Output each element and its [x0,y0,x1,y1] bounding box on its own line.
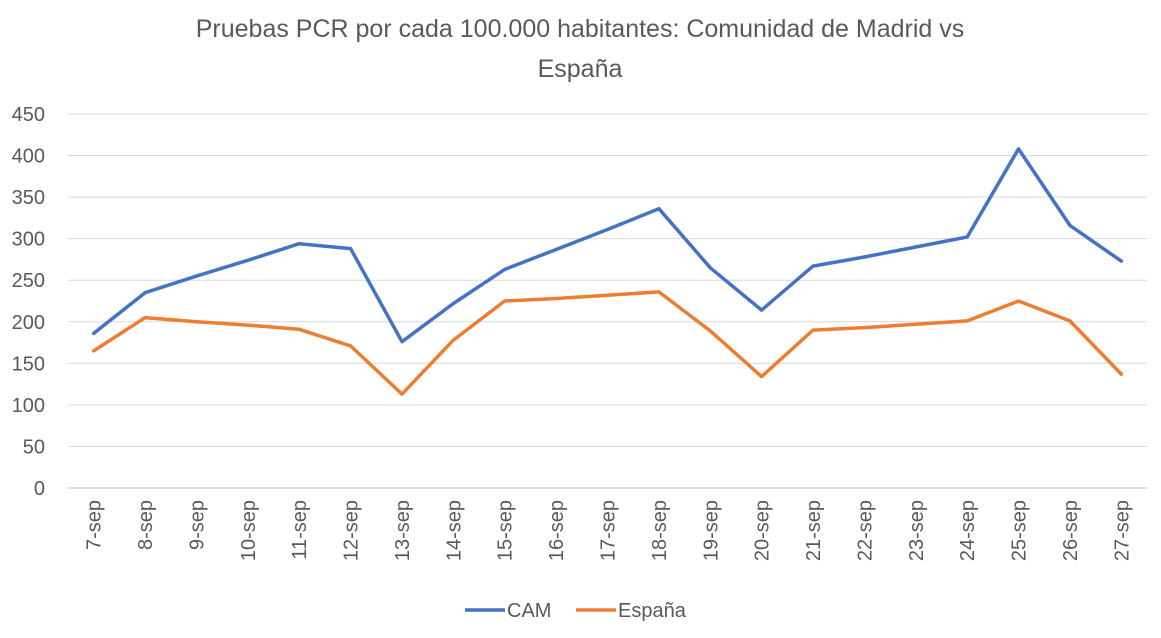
y-tick-label: 450 [12,104,45,126]
chart-title-line-2: España [538,55,623,83]
x-tick-label: 19-sep [700,500,722,561]
x-tick-label: 23-sep [906,500,928,561]
legend-label: CAM [507,600,551,622]
x-tick-label: 12-sep [341,500,363,561]
x-tick-label: 27-sep [1111,500,1133,561]
series-line-cam [91,147,1124,344]
y-tick-label: 400 [12,146,45,168]
x-tick-label: 22-sep [854,500,876,561]
chart-title-line-1: Pruebas PCR por cada 100.000 habitantes:… [196,15,965,43]
x-tick-label: 26-sep [1060,500,1082,561]
x-tick-label: 20-sep [752,500,774,561]
y-tick-label: 0 [34,478,45,500]
y-tick-label: 150 [12,353,45,375]
x-tick-label: 21-sep [803,500,825,561]
x-tick-label: 14-sep [443,500,465,561]
y-tick-label: 100 [12,395,45,417]
series-line-españa [91,290,1124,396]
x-tick-label: 11-sep [289,500,311,560]
y-tick-label: 50 [23,436,45,458]
x-tick-label: 16-sep [546,500,568,561]
y-tick-label: 200 [12,312,45,334]
x-tick-label: 13-sep [392,500,414,561]
y-tick-label: 300 [12,229,45,251]
x-tick-label: 24-sep [957,500,979,561]
x-tick-label: 10-sep [238,500,260,561]
x-tick-label: 17-sep [598,500,620,561]
legend-label: España [618,600,687,622]
x-tick-label: 25-sep [1009,500,1031,561]
y-tick-label: 350 [12,187,45,209]
y-tick-label: 250 [12,270,45,292]
x-tick-label: 8-sep [135,500,157,550]
x-tick-label: 18-sep [649,500,671,561]
x-tick-label: 9-sep [186,500,208,550]
x-tick-label: 15-sep [495,500,517,561]
x-tick-label: 7-sep [84,500,106,550]
